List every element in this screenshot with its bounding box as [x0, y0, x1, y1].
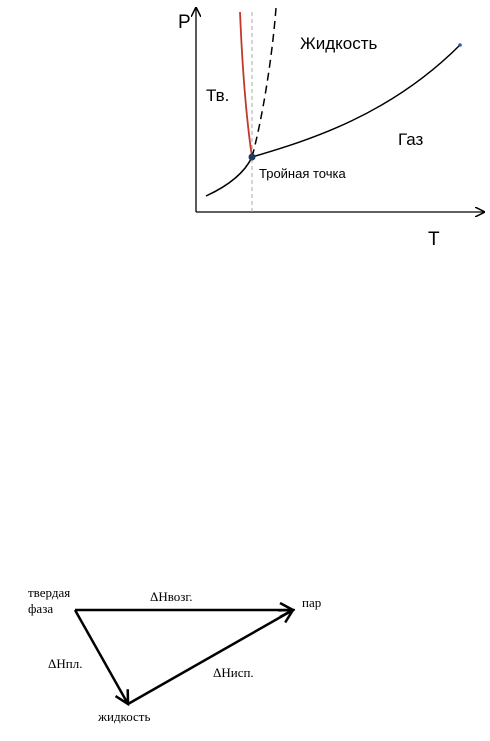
transition-triangle: твердая фаза пар жидкость ΔHвозг. ΔHпл. … [28, 585, 321, 724]
node-label: твердая [28, 585, 70, 600]
critical-point [458, 43, 462, 47]
vaporization-curve [251, 44, 461, 158]
x-axis-label: T [428, 229, 440, 250]
triple-point-label: Тройная точка [259, 166, 346, 181]
arrow [73, 609, 128, 704]
triple-point [248, 153, 256, 161]
region-label: Тв. [206, 86, 229, 105]
arrow [127, 610, 293, 706]
edge-label: ΔHисп. [213, 665, 254, 680]
sublimation-curve [205, 156, 253, 197]
edge-label: ΔHпл. [48, 656, 82, 671]
metastable-curve [251, 7, 277, 158]
node-label: жидкость [97, 709, 150, 724]
region-label: Жидкость [300, 34, 377, 53]
node-label: фаза [28, 601, 53, 616]
melting-curve [239, 11, 253, 158]
node-label: пар [302, 595, 321, 610]
region-label: Газ [398, 130, 424, 149]
y-axis-label: P [178, 12, 191, 33]
phase-diagram: P T Тв. Жидкость Газ Тройная точка [178, 8, 484, 250]
edge-label: ΔHвозг. [150, 589, 193, 604]
